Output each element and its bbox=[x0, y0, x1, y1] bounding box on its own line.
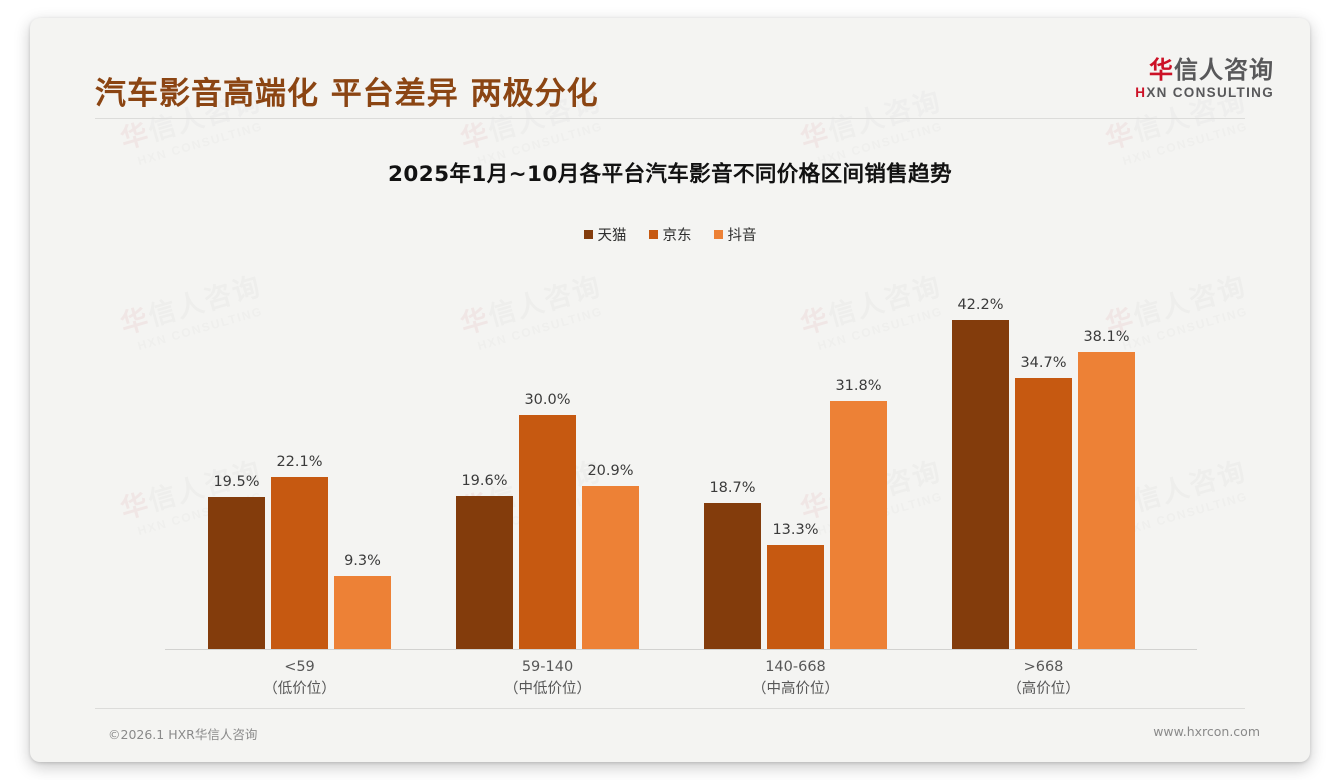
bar-value-label: 38.1% bbox=[1083, 329, 1130, 345]
chart-legend: 天猫 京东 抖音 bbox=[30, 224, 1310, 245]
bar-rect[interactable] bbox=[767, 545, 824, 649]
logo-chinese-text: 华信人咨询 bbox=[1135, 56, 1274, 84]
footer-divider bbox=[95, 708, 1245, 709]
chart-area: 2025年1月~10月各平台汽车影音不同价格区间销售趋势 天猫 京东 抖音 19.5… bbox=[30, 116, 1310, 708]
logo-cn-rest: 信人咨询 bbox=[1174, 56, 1274, 84]
bar-rect[interactable] bbox=[582, 486, 639, 649]
logo-en-accent: H bbox=[1135, 85, 1147, 101]
legend-swatch-icon bbox=[713, 230, 723, 239]
bar-column[interactable]: 18.7% bbox=[704, 266, 761, 649]
bar-group: 42.2% 34.7% 38.1% bbox=[949, 266, 1138, 649]
legend-label: 抖音 bbox=[727, 228, 757, 244]
bar-column[interactable]: 31.8% bbox=[830, 266, 887, 649]
bar-column[interactable]: 20.9% bbox=[582, 266, 639, 649]
legend-item[interactable]: 抖音 bbox=[713, 224, 757, 245]
slide-footer: ©2026.1 HXR华信人咨询 www.hxrcon.com bbox=[30, 708, 1310, 762]
bar-column[interactable]: 42.2% bbox=[952, 266, 1009, 649]
bar-group: 19.6% 30.0% 20.9% bbox=[453, 266, 642, 649]
legend-item[interactable]: 京东 bbox=[648, 224, 692, 245]
header-divider bbox=[95, 118, 1245, 119]
bar-value-label: 19.6% bbox=[461, 473, 508, 489]
legend-item[interactable]: 天猫 bbox=[583, 224, 627, 245]
x-axis-label: >668 （高价位） bbox=[949, 656, 1138, 701]
bar-rect[interactable] bbox=[952, 320, 1009, 649]
bar-rect[interactable] bbox=[1015, 378, 1072, 649]
bar-column[interactable]: 22.1% bbox=[271, 266, 328, 649]
bar-column[interactable]: 19.5% bbox=[208, 266, 265, 649]
bar-rect[interactable] bbox=[519, 415, 576, 649]
bar-column[interactable]: 19.6% bbox=[456, 266, 513, 649]
bar-rect[interactable] bbox=[456, 496, 513, 649]
legend-label: 京东 bbox=[662, 228, 692, 244]
bar-value-label: 13.3% bbox=[772, 522, 819, 538]
x-axis-labels: <59 （低价位） 59-140 （中低价位） 140-668 （中高价位） >668 （高价… bbox=[165, 656, 1197, 712]
x-axis-label-range: <59 bbox=[284, 659, 315, 675]
bar-value-label: 34.7% bbox=[1020, 355, 1067, 371]
bar-group: 18.7% 13.3% 31.8% bbox=[701, 266, 890, 649]
x-axis-label-tier: （高价位） bbox=[1007, 681, 1080, 698]
legend-swatch-icon bbox=[583, 230, 593, 239]
x-axis-label-tier: （中低价位） bbox=[504, 681, 591, 698]
slide-header: 汽车影音高端化 平台差异 两极分化 华信人咨询 HXN CONSULTING bbox=[30, 18, 1310, 119]
bar-rect[interactable] bbox=[334, 576, 391, 649]
bar-value-label: 9.3% bbox=[344, 553, 381, 569]
bar-rect[interactable] bbox=[208, 497, 265, 649]
bar-column[interactable]: 38.1% bbox=[1078, 266, 1135, 649]
bar-rect[interactable] bbox=[830, 401, 887, 649]
bar-column[interactable]: 30.0% bbox=[519, 266, 576, 649]
x-axis-label-range: 140-668 bbox=[765, 659, 826, 675]
x-axis-label: 140-668 （中高价位） bbox=[701, 656, 890, 701]
bar-value-label: 19.5% bbox=[213, 474, 260, 490]
bar-value-label: 42.2% bbox=[957, 297, 1004, 313]
bar-value-label: 30.0% bbox=[524, 392, 571, 408]
x-axis-label: 59-140 （中低价位） bbox=[453, 656, 642, 701]
bar-value-label: 18.7% bbox=[709, 480, 756, 496]
bar-value-label: 22.1% bbox=[276, 454, 323, 470]
logo-en-rest: XN CONSULTING bbox=[1146, 85, 1274, 101]
bar-value-label: 20.9% bbox=[587, 463, 634, 479]
bar-group: 19.5% 22.1% 9.3% bbox=[205, 266, 394, 649]
bar-rect[interactable] bbox=[271, 477, 328, 649]
bar-column[interactable]: 9.3% bbox=[334, 266, 391, 649]
legend-swatch-icon bbox=[648, 230, 658, 239]
legend-label: 天猫 bbox=[597, 228, 627, 244]
logo-cn-accent: 华 bbox=[1149, 56, 1174, 84]
page-title: 汽车影音高端化 平台差异 两极分化 bbox=[95, 76, 599, 112]
chart-title: 2025年1月~10月各平台汽车影音不同价格区间销售趋势 bbox=[388, 162, 952, 187]
company-logo: 华信人咨询 HXN CONSULTING bbox=[1135, 56, 1274, 100]
x-axis-label-range: 59-140 bbox=[521, 659, 574, 675]
bar-rect[interactable] bbox=[704, 503, 761, 649]
chart-plot-area: 19.5% 22.1% 9.3% 19.6% 30.0% 20.9% 18.7% 13.3% 3… bbox=[165, 266, 1197, 650]
x-axis-line bbox=[165, 649, 1197, 650]
slide-canvas: 华信人咨询 HXN CONSULTING 华信人咨询 HXN CONSULTING 华信… bbox=[30, 18, 1310, 762]
x-axis-label-tier: （低价位） bbox=[263, 681, 336, 698]
footer-copyright: ©2026.1 HXR华信人咨询 bbox=[108, 727, 258, 742]
bar-column[interactable]: 13.3% bbox=[767, 266, 824, 649]
x-axis-label-tier: （中高价位） bbox=[752, 681, 839, 698]
x-axis-label: <59 （低价位） bbox=[205, 656, 394, 701]
bar-column[interactable]: 34.7% bbox=[1015, 266, 1072, 649]
logo-english-text: HXN CONSULTING bbox=[1135, 86, 1274, 100]
footer-website: www.hxrcon.com bbox=[1153, 724, 1260, 739]
x-axis-label-range: >668 bbox=[1023, 659, 1064, 675]
bar-rect[interactable] bbox=[1078, 352, 1135, 649]
bar-value-label: 31.8% bbox=[835, 378, 882, 394]
